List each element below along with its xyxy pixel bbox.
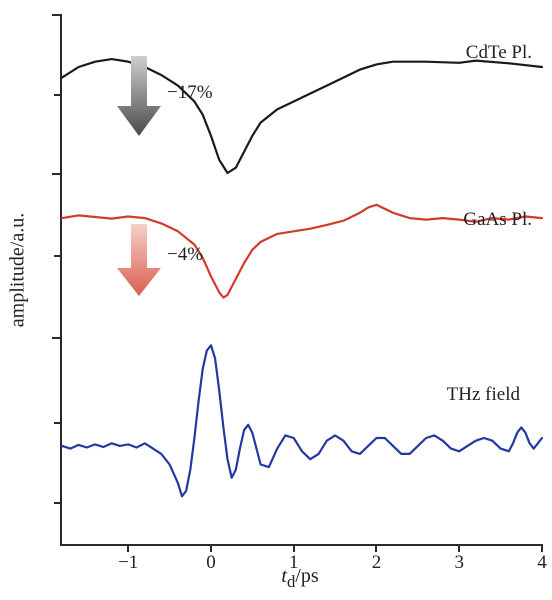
y-tick-minor	[54, 94, 62, 96]
label-gaas: GaAs Pl.	[463, 209, 532, 231]
x-tick-label: 2	[372, 552, 382, 574]
ann-17pct: −17%	[167, 82, 213, 104]
plot-area: CdTe Pl. GaAs Pl. THz field −17% −4% −10…	[60, 14, 542, 546]
x-tick	[458, 544, 460, 552]
label-thz: THz field	[447, 384, 520, 406]
x-axis-label: td/ps	[281, 565, 318, 592]
arrow-4pct	[117, 224, 161, 296]
x-tick-label: 3	[454, 552, 464, 574]
x-tick-label: 4	[537, 552, 547, 574]
x-tick	[127, 544, 129, 552]
x-tick	[210, 544, 212, 552]
ann-4pct: −4%	[167, 244, 203, 266]
x-tick	[293, 544, 295, 552]
x-tick-label: −1	[118, 552, 138, 574]
arrow-17pct	[117, 56, 161, 136]
y-tick-major	[52, 14, 62, 16]
y-tick-minor	[54, 502, 62, 504]
x-tick-label: 0	[206, 552, 216, 574]
y-tick-major	[52, 173, 62, 175]
label-cdte: CdTe Pl.	[466, 42, 532, 64]
y-tick-minor	[54, 255, 62, 257]
x-tick	[541, 544, 543, 552]
x-tick	[375, 544, 377, 552]
y-tick-minor	[54, 422, 62, 424]
y-tick-major	[52, 337, 62, 339]
y-axis-label: amplitude/a.u.	[7, 213, 30, 327]
